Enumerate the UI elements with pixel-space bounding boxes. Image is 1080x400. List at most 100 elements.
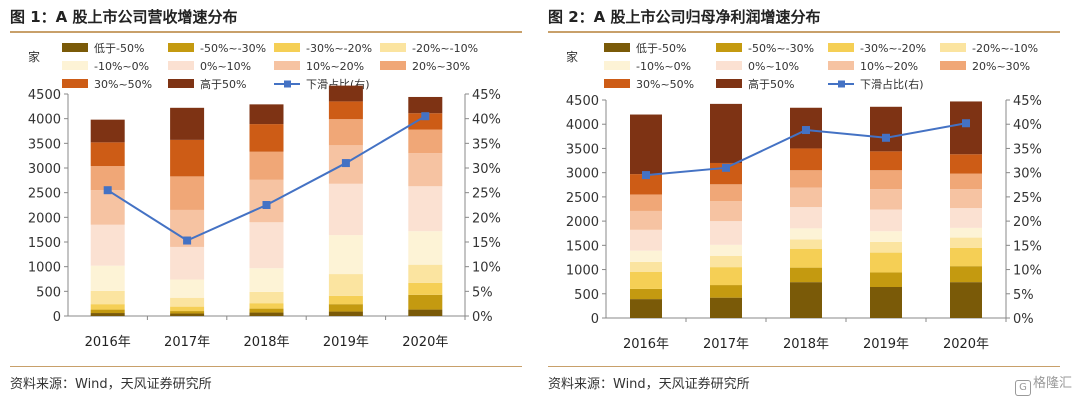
left-tick-label: 1000 [566,264,599,279]
legend-label: 高于50% [200,77,246,91]
right-tick-label: 40% [1013,118,1042,133]
right-tick-label: 0% [472,310,493,325]
bar-segment [870,241,902,253]
bar-segment [790,228,822,240]
left-tick-label: 0 [591,312,599,327]
bar-segment [710,285,742,298]
bar-segment [90,190,125,225]
x-tick-label: 2018年 [243,335,289,350]
legend-swatch [604,43,630,52]
legend-line-marker [284,80,291,88]
left-tick-label: 2000 [28,211,61,226]
bar-segment [90,224,125,266]
bar-segment [950,266,982,283]
title-rule [548,31,1060,33]
right-tick-label: 25% [1013,191,1042,206]
left-tick-label: 1500 [566,239,599,254]
bar-segment [790,148,822,171]
bar-segment [408,96,443,114]
left-tick-label: 4000 [566,118,599,133]
bar-segment [790,207,822,229]
right-tick-label: 30% [1013,167,1042,182]
legend-swatch [604,61,630,70]
bar-segment [950,189,982,209]
bar-segment [790,170,822,188]
bar-segment [710,255,742,268]
bar-segment [630,174,662,195]
bar-segment [870,272,902,287]
bar-segment [870,209,902,232]
right-tick-label: 0% [1013,312,1034,327]
legend-swatch [380,61,406,70]
left-tick-label: 500 [36,285,61,300]
right-tick-label: 40% [472,113,501,128]
bar-segment [170,313,205,316]
left-tick-label: 2000 [566,215,599,230]
legend-label: 20%~30% [412,60,470,73]
legend-swatch [168,43,194,52]
bar-segment [249,104,284,125]
right-tick-label: 20% [472,211,501,226]
legend-label: 低于-50% [94,42,144,55]
legend-swatch [940,43,966,52]
bar-segment [408,294,443,310]
bar-segment [950,237,982,248]
right-tick-label: 20% [1013,215,1042,230]
bar-segment [950,101,982,155]
bar-segment [630,210,662,230]
decline-share-point [722,163,730,172]
x-tick-label: 2019年 [323,335,369,350]
bar-segment [90,142,125,167]
bar-segment [328,295,363,305]
legend-swatch [716,43,742,52]
legend-swatch [604,79,630,88]
bar-segment [170,297,205,307]
bar-segment [249,124,284,152]
legend-swatch [62,61,88,70]
bar-segment [710,103,742,163]
bar-segment [710,297,742,318]
right-tick-label: 45% [1013,94,1042,109]
right-tick-label: 5% [472,285,493,300]
bar-segment [408,186,443,232]
legend-swatch [940,61,966,70]
bar-segment [408,282,443,295]
chart-title: 图 1：A 股上市公司营收增速分布 [10,8,238,26]
x-tick-label: 2020年 [943,337,989,352]
revenue-growth-chart: 家 低于-50% -50%~-30% -30%~-20% -20%~-10% -10%~0… [28,42,501,350]
bar-segment [790,187,822,208]
legend-label: 20%~30% [972,60,1030,73]
bar-segment [249,222,284,269]
right-tick-label: 35% [472,137,501,152]
bar-segment [328,101,363,120]
left-tick-label: 0 [53,310,61,325]
bar-segment [630,271,662,289]
bar-segment [170,311,205,314]
legend-swatch [828,43,854,52]
x-tick-label: 2016年 [623,337,669,352]
left-tick-label: 4500 [28,88,61,103]
bar-segment [630,114,662,175]
bar-segment [328,304,363,312]
legend-swatch [62,79,88,88]
left-tick-label: 3500 [28,137,61,152]
bar-segment [710,221,742,245]
bar-segment [328,235,363,275]
right-tick-label: 5% [1013,288,1034,303]
left-tick-label: 3000 [28,162,61,177]
bar-segment [170,139,205,177]
legend-swatch [168,79,194,88]
bar-segment [170,306,205,312]
footer-rule [10,366,522,367]
left-tick-label: 500 [574,288,599,303]
profit-growth-chart: 家 低于-50% -50%~-30% -30%~-20% -20%~-10% -10%~0… [566,42,1042,352]
watermark-text: 格隆汇 [1032,376,1072,391]
decline-share-point [103,186,112,195]
bar-segment [408,113,443,130]
bar-segment [90,290,125,305]
bar-segment [870,151,902,171]
bar-segment [408,129,443,154]
legend-label: 低于-50% [636,42,686,55]
bar-segment [249,291,284,304]
legend-swatch [274,43,300,52]
